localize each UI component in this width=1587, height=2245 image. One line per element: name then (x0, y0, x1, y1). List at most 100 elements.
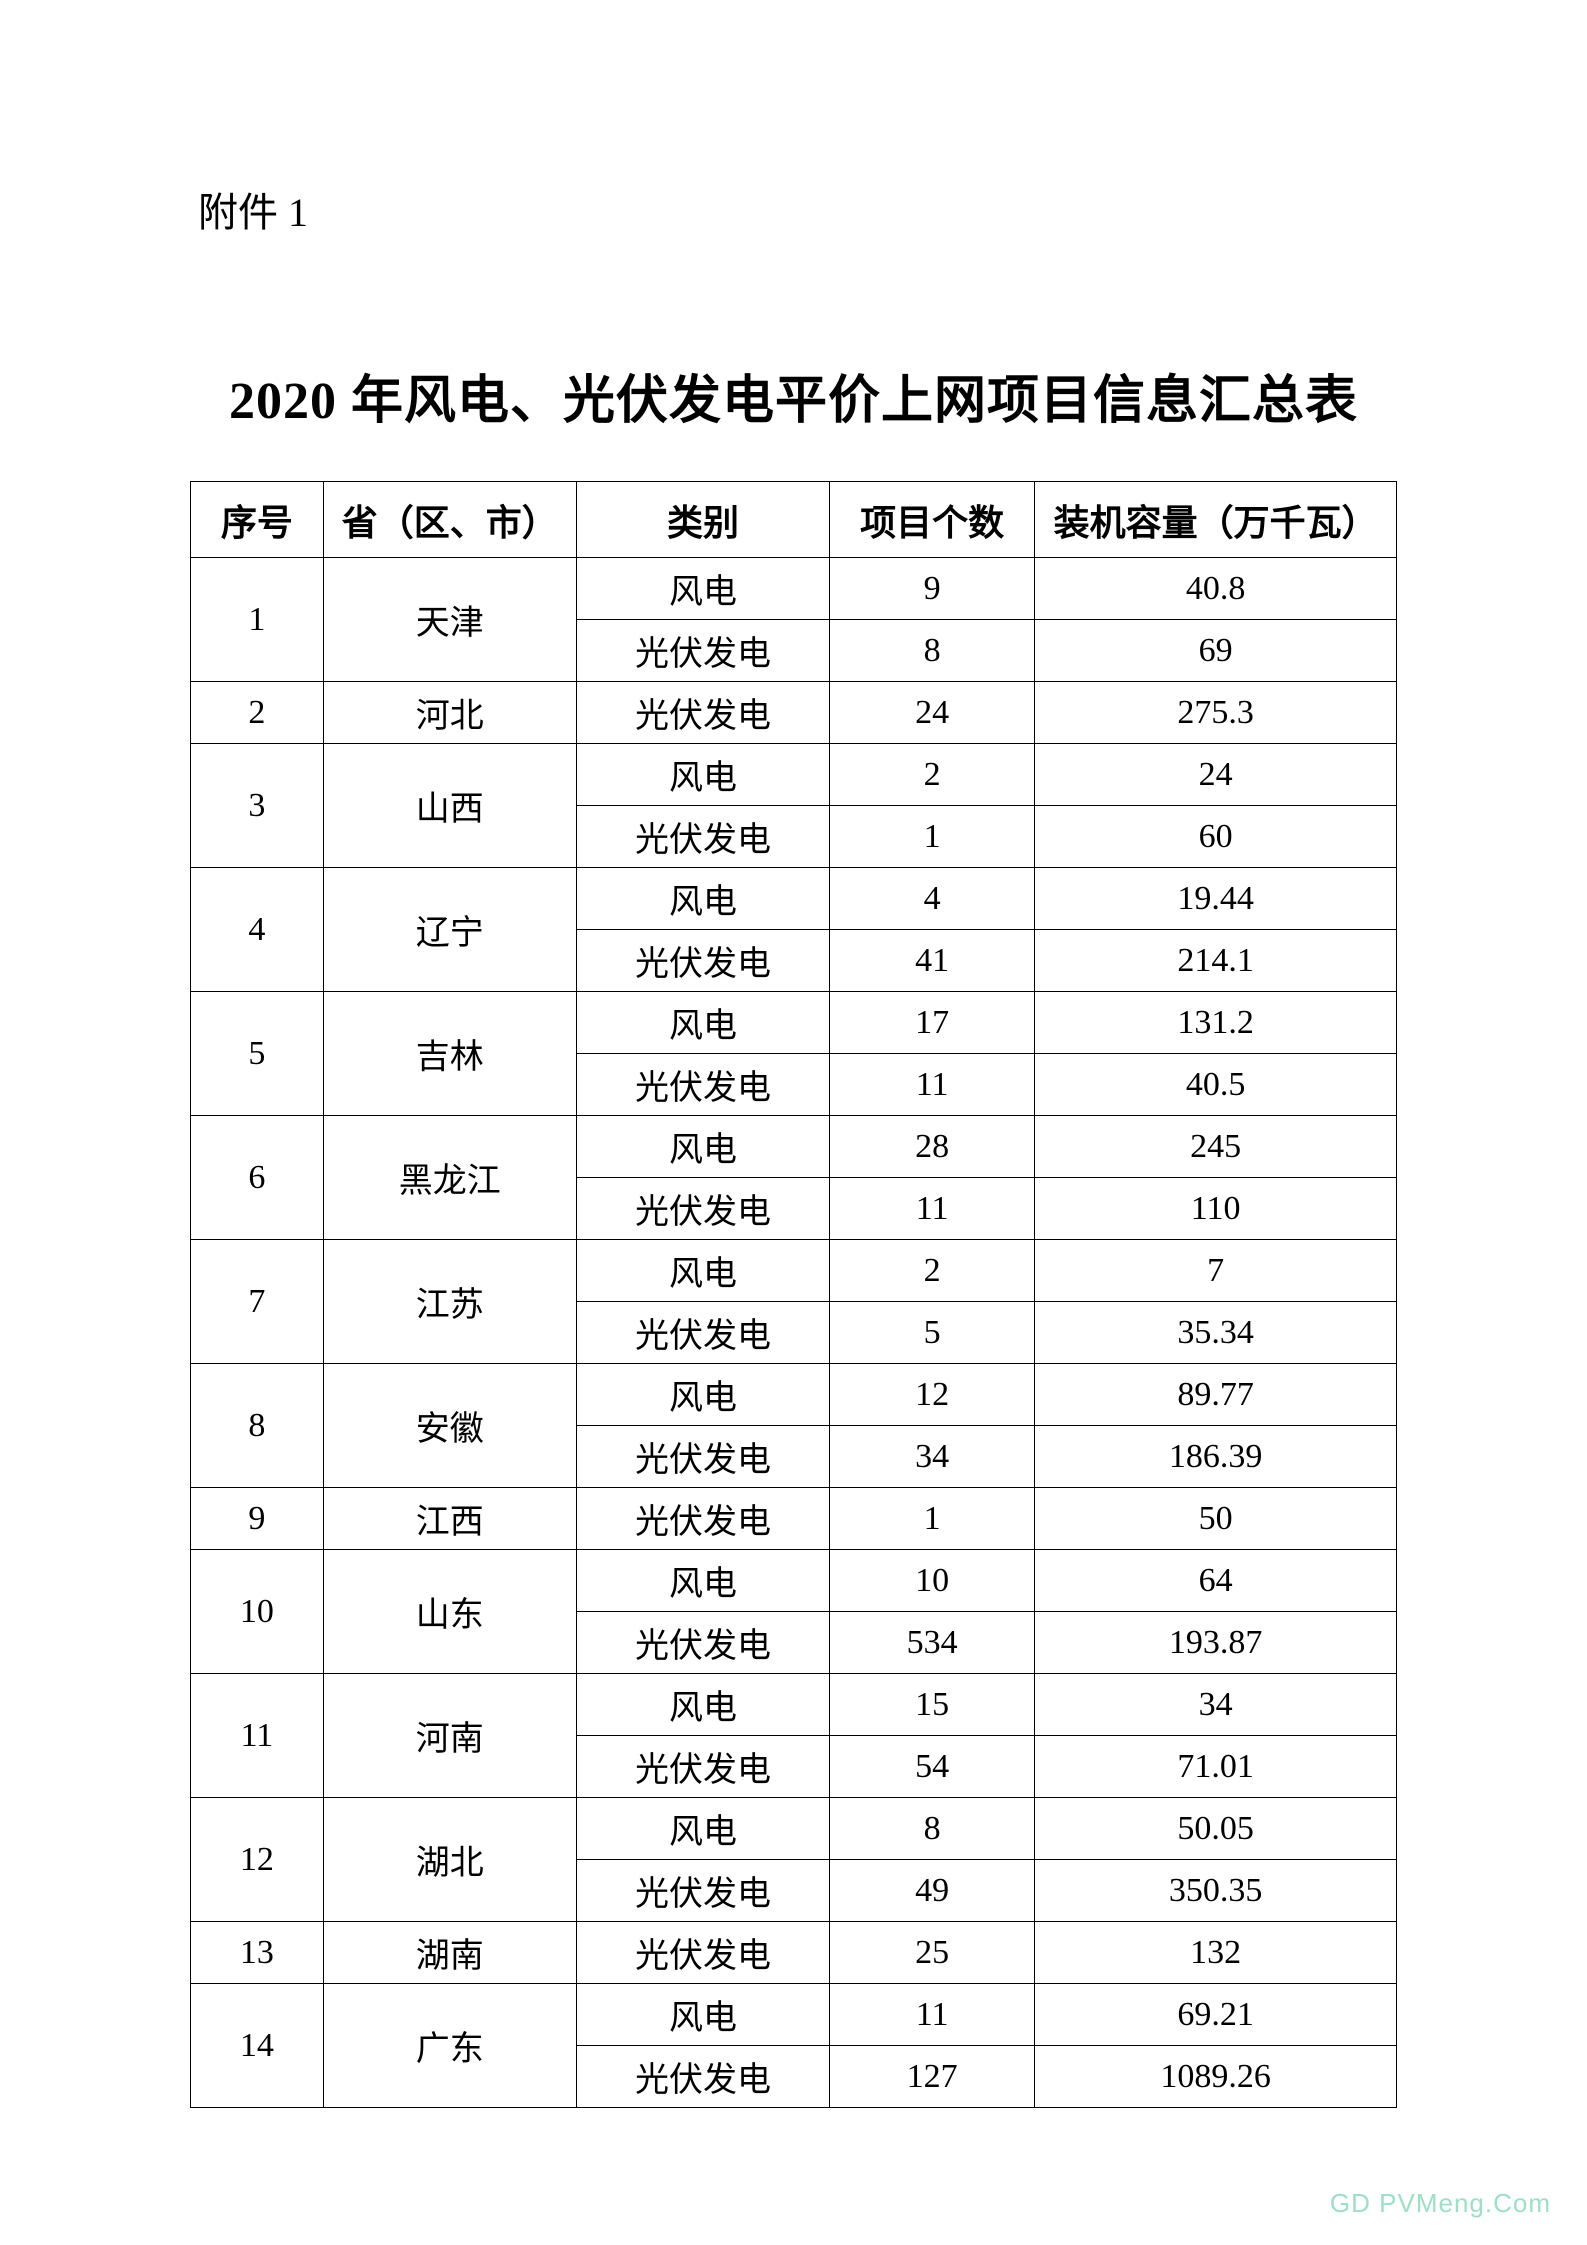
col-header-type: 类别 (576, 482, 829, 558)
cell-count: 9 (830, 558, 1035, 620)
cell-province: 吉林 (323, 992, 576, 1116)
cell-index: 11 (191, 1674, 324, 1798)
cell-province: 湖南 (323, 1922, 576, 1984)
cell-index: 2 (191, 682, 324, 744)
cell-capacity: 19.44 (1035, 868, 1397, 930)
cell-count: 15 (830, 1674, 1035, 1736)
table-row: 1天津风电940.8 (191, 558, 1397, 620)
cell-index: 14 (191, 1984, 324, 2108)
cell-capacity: 35.34 (1035, 1302, 1397, 1364)
cell-capacity: 350.35 (1035, 1860, 1397, 1922)
cell-type: 风电 (576, 868, 829, 930)
cell-capacity: 40.5 (1035, 1054, 1397, 1116)
cell-capacity: 245 (1035, 1116, 1397, 1178)
cell-index: 8 (191, 1364, 324, 1488)
cell-capacity: 132 (1035, 1922, 1397, 1984)
cell-count: 127 (830, 2046, 1035, 2108)
cell-count: 11 (830, 1178, 1035, 1240)
cell-capacity: 193.87 (1035, 1612, 1397, 1674)
cell-province: 湖北 (323, 1798, 576, 1922)
cell-count: 17 (830, 992, 1035, 1054)
cell-type: 光伏发电 (576, 1488, 829, 1550)
cell-type: 风电 (576, 1364, 829, 1426)
cell-count: 2 (830, 1240, 1035, 1302)
cell-count: 11 (830, 1984, 1035, 2046)
cell-count: 41 (830, 930, 1035, 992)
cell-capacity: 69.21 (1035, 1984, 1397, 2046)
cell-type: 光伏发电 (576, 806, 829, 868)
cell-count: 24 (830, 682, 1035, 744)
cell-capacity: 71.01 (1035, 1736, 1397, 1798)
summary-table: 序号 省（区、市） 类别 项目个数 装机容量（万千瓦） 1天津风电940.8光伏… (190, 481, 1397, 2108)
cell-type: 风电 (576, 992, 829, 1054)
cell-index: 7 (191, 1240, 324, 1364)
cell-province: 河北 (323, 682, 576, 744)
cell-count: 1 (830, 1488, 1035, 1550)
watermark: GD PVMeng.Com (1330, 2188, 1551, 2219)
cell-type: 风电 (576, 1984, 829, 2046)
table-row: 13湖南光伏发电25132 (191, 1922, 1397, 1984)
col-header-province: 省（区、市） (323, 482, 576, 558)
cell-province: 天津 (323, 558, 576, 682)
cell-count: 2 (830, 744, 1035, 806)
cell-capacity: 64 (1035, 1550, 1397, 1612)
cell-province: 广东 (323, 1984, 576, 2108)
cell-capacity: 50.05 (1035, 1798, 1397, 1860)
cell-index: 4 (191, 868, 324, 992)
cell-type: 风电 (576, 744, 829, 806)
cell-type: 光伏发电 (576, 1922, 829, 1984)
cell-type: 风电 (576, 1116, 829, 1178)
cell-type: 光伏发电 (576, 1612, 829, 1674)
cell-index: 9 (191, 1488, 324, 1550)
cell-type: 光伏发电 (576, 1736, 829, 1798)
table-header-row: 序号 省（区、市） 类别 项目个数 装机容量（万千瓦） (191, 482, 1397, 558)
cell-count: 28 (830, 1116, 1035, 1178)
cell-province: 河南 (323, 1674, 576, 1798)
table-row: 5吉林风电17131.2 (191, 992, 1397, 1054)
table-row: 9江西光伏发电150 (191, 1488, 1397, 1550)
cell-count: 534 (830, 1612, 1035, 1674)
cell-type: 光伏发电 (576, 1426, 829, 1488)
table-row: 14广东风电1169.21 (191, 1984, 1397, 2046)
cell-count: 8 (830, 620, 1035, 682)
cell-count: 5 (830, 1302, 1035, 1364)
cell-type: 光伏发电 (576, 2046, 829, 2108)
cell-index: 1 (191, 558, 324, 682)
cell-province: 山东 (323, 1550, 576, 1674)
page-title: 2020 年风电、光伏发电平价上网项目信息汇总表 (190, 358, 1397, 433)
cell-capacity: 50 (1035, 1488, 1397, 1550)
table-row: 12湖北风电850.05 (191, 1798, 1397, 1860)
cell-count: 8 (830, 1798, 1035, 1860)
cell-capacity: 89.77 (1035, 1364, 1397, 1426)
cell-capacity: 186.39 (1035, 1426, 1397, 1488)
cell-count: 4 (830, 868, 1035, 930)
cell-type: 风电 (576, 1674, 829, 1736)
cell-type: 风电 (576, 558, 829, 620)
cell-count: 25 (830, 1922, 1035, 1984)
cell-type: 光伏发电 (576, 682, 829, 744)
cell-capacity: 131.2 (1035, 992, 1397, 1054)
cell-type: 风电 (576, 1240, 829, 1302)
col-header-count: 项目个数 (830, 482, 1035, 558)
cell-province: 安徽 (323, 1364, 576, 1488)
cell-province: 辽宁 (323, 868, 576, 992)
cell-capacity: 34 (1035, 1674, 1397, 1736)
cell-type: 光伏发电 (576, 1178, 829, 1240)
cell-province: 江苏 (323, 1240, 576, 1364)
cell-index: 10 (191, 1550, 324, 1674)
table-row: 2河北光伏发电24275.3 (191, 682, 1397, 744)
cell-count: 12 (830, 1364, 1035, 1426)
cell-capacity: 7 (1035, 1240, 1397, 1302)
cell-province: 江西 (323, 1488, 576, 1550)
cell-count: 34 (830, 1426, 1035, 1488)
attachment-label: 附件 1 (198, 180, 1397, 238)
cell-count: 10 (830, 1550, 1035, 1612)
cell-capacity: 24 (1035, 744, 1397, 806)
cell-capacity: 40.8 (1035, 558, 1397, 620)
document-page: 附件 1 2020 年风电、光伏发电平价上网项目信息汇总表 序号 省（区、市） … (0, 0, 1587, 2245)
cell-type: 风电 (576, 1550, 829, 1612)
cell-type: 光伏发电 (576, 1054, 829, 1116)
table-row: 7江苏风电27 (191, 1240, 1397, 1302)
cell-index: 12 (191, 1798, 324, 1922)
cell-count: 54 (830, 1736, 1035, 1798)
